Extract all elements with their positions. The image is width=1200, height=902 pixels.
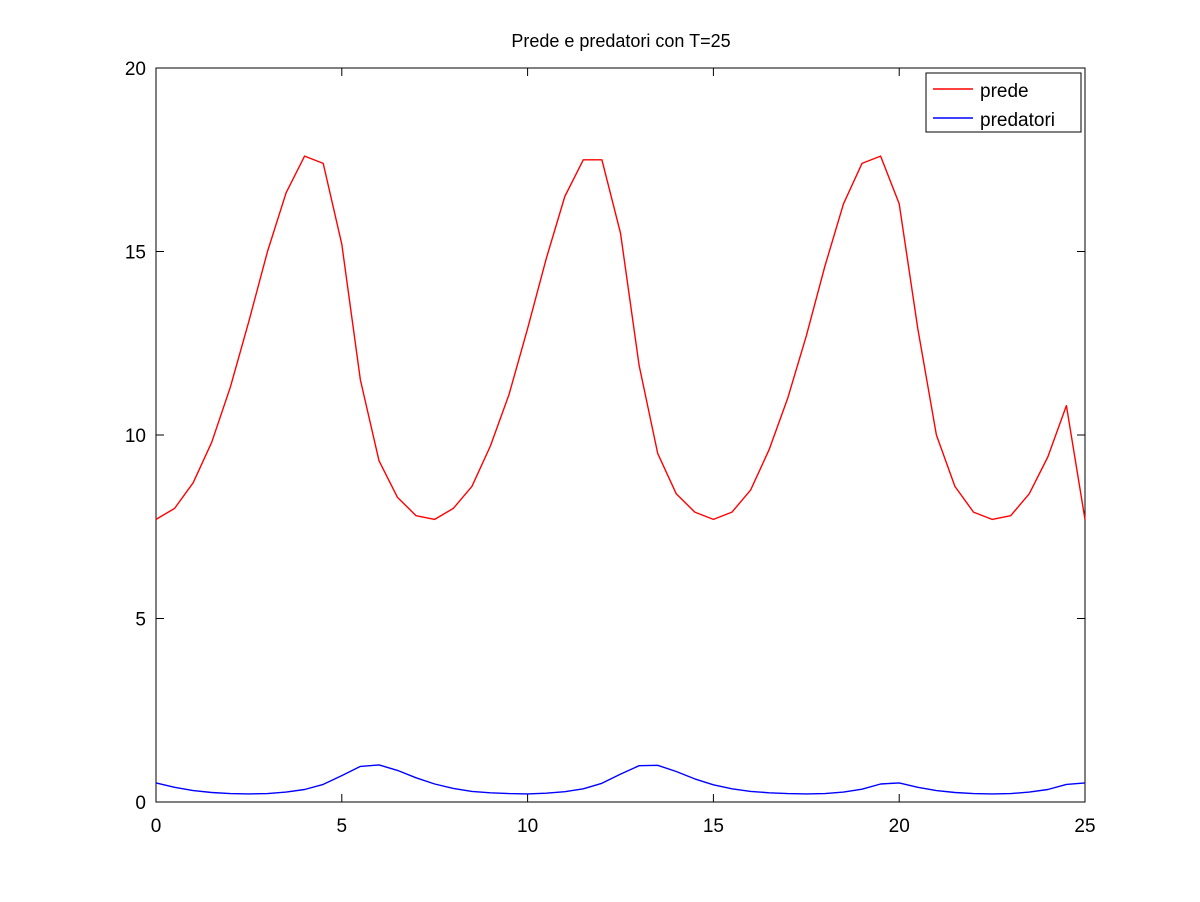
series-lines (155, 155, 1086, 795)
x-tick-label: 15 (703, 816, 724, 837)
legend-label-prede: prede (980, 81, 1029, 102)
y-tick-label: 5 (135, 610, 146, 631)
y-tick-label: 10 (125, 426, 146, 447)
legend: prede predatori (925, 72, 1082, 133)
y-tick-label: 0 (135, 793, 146, 814)
x-tick-label: 10 (517, 816, 538, 837)
series-line-prede (155, 155, 1086, 521)
x-tick-label: 25 (1074, 816, 1095, 837)
series-line-predatori (155, 764, 1086, 795)
axes: 0 5 10 15 20 25 0 5 10 15 20 (125, 59, 1096, 837)
chart-title: Prede e predatori con T=25 (511, 31, 730, 51)
x-tick-label: 0 (151, 816, 162, 837)
x-tick-label: 20 (889, 816, 910, 837)
legend-label-predatori: predatori (980, 110, 1055, 131)
y-tick-label: 15 (125, 243, 146, 264)
x-tick-label: 5 (337, 816, 348, 837)
legend-box (925, 72, 1082, 133)
y-tick-label: 20 (125, 59, 146, 80)
